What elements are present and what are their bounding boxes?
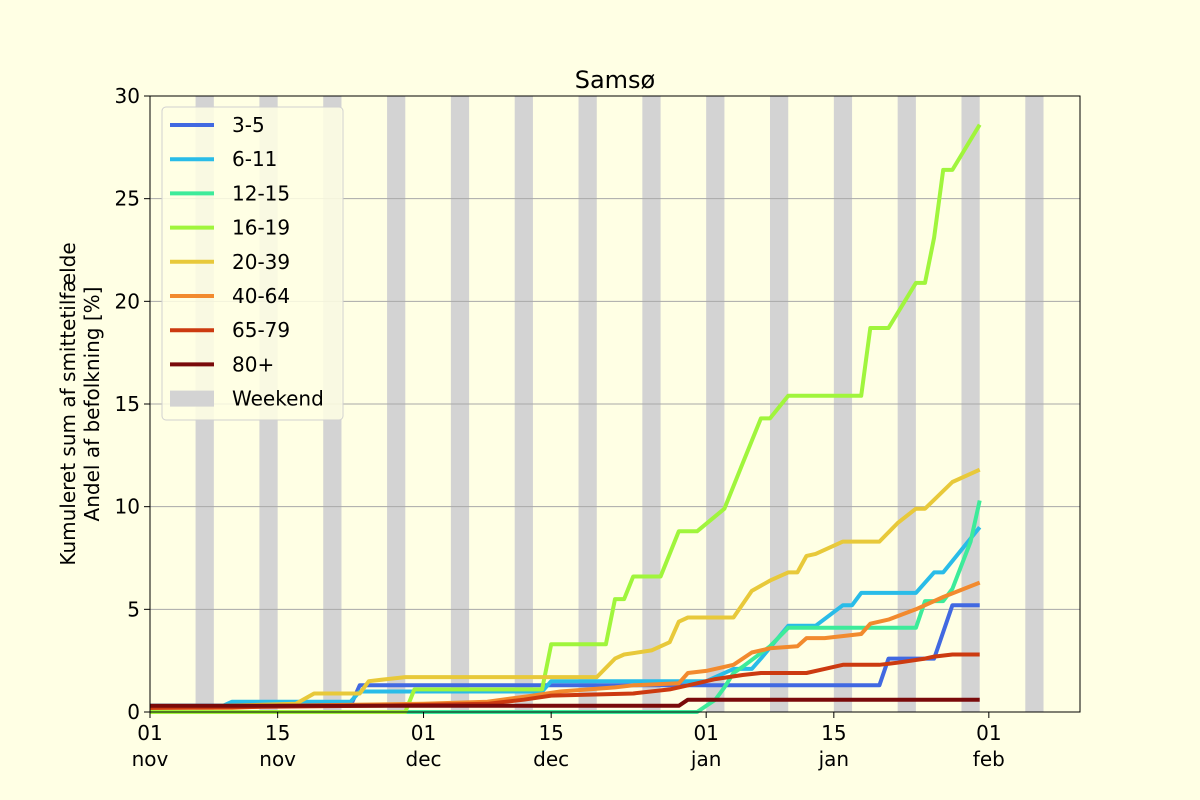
y-tick-label-3: 15 [115, 392, 140, 416]
legend-label-12-15: 12-15 [232, 181, 290, 205]
x-tick-label-month-1: nov [259, 747, 296, 771]
x-tick-label-month-4: jan [690, 747, 722, 771]
y-axis-label-line-2: Andel af befolkning [%] [80, 287, 104, 522]
y-tick-label-0: 0 [127, 700, 140, 724]
x-tick-label-day-3: 15 [538, 721, 563, 745]
series-line-16-19 [150, 123, 982, 714]
chart-title: Samsø [575, 66, 656, 94]
x-tick-label-month-0: nov [132, 747, 169, 771]
y-tick-label-5: 25 [115, 187, 140, 211]
series-lines [149, 123, 982, 714]
legend-label-20-39: 20-39 [232, 250, 290, 274]
legend-label-16-19: 16-19 [232, 216, 290, 240]
x-tick-label-day-0: 01 [137, 721, 162, 745]
series-line-12-15 [150, 500, 982, 714]
legend-label-40-64: 40-64 [232, 284, 290, 308]
series-line-20-39 [149, 467, 981, 710]
x-tick-label-day-5: 15 [821, 721, 846, 745]
x-tick-label-month-3: dec [533, 747, 569, 771]
legend-label-3-5: 3-5 [232, 113, 265, 137]
legend: 3-5 6-11 12-15 16-19 20-39 40-64 65-79 80+ Weeke… [161, 106, 344, 421]
legend-label-6-11: 6-11 [232, 147, 277, 171]
y-tick-label-4: 20 [115, 289, 140, 313]
legend-label-weekend: Weekend [232, 387, 324, 411]
legend-label-65-79: 65-79 [232, 318, 290, 342]
legend-label-80+: 80+ [232, 352, 274, 376]
y-tick-label-6: 30 [115, 84, 140, 108]
x-tick-label-day-4: 01 [693, 721, 718, 745]
series-line-6-11 [150, 525, 982, 708]
y-axis-label: Kumuleret sum af smittetilfælde Andel af… [56, 242, 104, 565]
x-tick-label-day-6: 01 [976, 721, 1001, 745]
series-line-65-79 [149, 652, 980, 710]
x-tick-label-month-6: feb [973, 747, 1005, 771]
axes: 05101520253001nov15nov01dec15dec01jan15j… [115, 84, 1005, 771]
y-axis-label-line-1: Kumuleret sum af smittetilfælde [56, 242, 80, 565]
legend-frame [161, 106, 344, 421]
legend-swatch-weekend [170, 390, 214, 407]
y-tick-label-1: 5 [127, 597, 140, 621]
x-tick-label-month-5: jan [818, 747, 850, 771]
series-line-80+ [150, 697, 980, 708]
x-tick-label-day-2: 01 [411, 721, 436, 745]
x-tick-label-day-1: 15 [265, 721, 290, 745]
y-tick-label-2: 10 [115, 495, 140, 519]
x-tick-label-month-2: dec [406, 747, 442, 771]
